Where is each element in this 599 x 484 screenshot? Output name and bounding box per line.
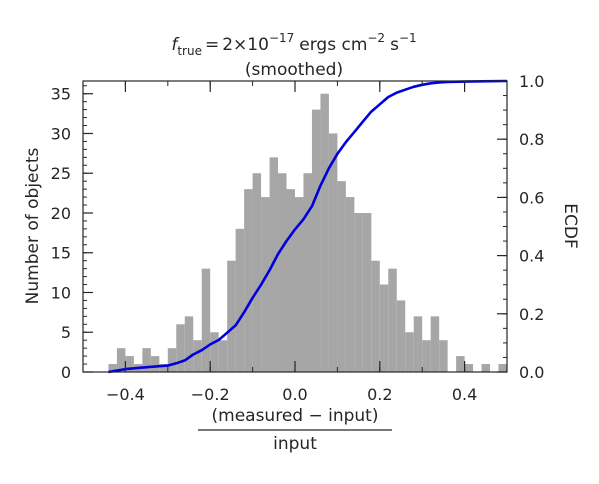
x-tick-label: 0.2 <box>367 385 392 404</box>
histogram-bar <box>159 364 168 372</box>
histogram-bar <box>278 173 287 372</box>
y2-tick-label: 1.0 <box>519 72 544 91</box>
histogram-bar <box>362 212 372 372</box>
histogram-bar <box>227 260 236 372</box>
y-tick-label: 10 <box>51 283 71 302</box>
histogram-bar <box>396 300 406 372</box>
histogram-bar <box>201 268 211 372</box>
y2-tick-label: 0.4 <box>519 247 544 266</box>
y-tick-label: 25 <box>51 164 71 183</box>
y2-axis-ticks: 0.0 0.2 0.4 0.6 0.8 1.0 <box>497 72 544 382</box>
histogram-bar <box>184 316 194 372</box>
y-axis-ticks: 0 5 10 15 20 25 30 35 <box>51 85 93 382</box>
x-axis-label-denominator: input <box>273 434 317 454</box>
histogram-bar <box>193 340 202 372</box>
histogram-bar <box>498 364 507 372</box>
x-tick-label: −0.2 <box>191 385 230 404</box>
y-tick-label: 15 <box>51 244 71 263</box>
histogram-bar <box>252 173 262 372</box>
y-tick-label: 0 <box>61 363 71 382</box>
y-tick-label: 35 <box>51 85 71 104</box>
histogram-bar <box>328 133 338 372</box>
histogram-bar <box>345 197 355 372</box>
histogram-bar <box>244 189 253 372</box>
y2-tick-label: 0.8 <box>519 130 544 149</box>
y2-tick-label: 0.6 <box>519 188 544 207</box>
y2-tick-label: 0.2 <box>519 305 544 324</box>
histogram-bar <box>354 212 363 372</box>
y-axis-label: Number of objects <box>23 147 43 304</box>
histogram-bar <box>456 356 465 372</box>
histogram-bar <box>439 340 448 372</box>
histogram-bar <box>261 197 270 372</box>
y-tick-label: 30 <box>51 124 71 143</box>
chart-subtitle: (smoothed) <box>245 60 343 80</box>
histogram-bar <box>405 332 414 372</box>
histogram-bar <box>413 316 423 372</box>
y2-axis-label: ECDF <box>560 203 580 248</box>
ecdf-line <box>108 79 508 374</box>
x-axis-ticks: −0.4 −0.2 0.0 0.2 0.4 <box>82 81 508 404</box>
histogram-bar <box>218 340 228 372</box>
histogram-bar <box>150 356 160 372</box>
y-tick-label: 5 <box>61 323 71 342</box>
histogram-bar <box>167 348 177 372</box>
y2-tick-label: 0.0 <box>519 363 544 382</box>
histogram-bar <box>142 348 151 372</box>
y-tick-label: 20 <box>51 204 71 223</box>
histogram-bar <box>210 332 219 372</box>
histogram-bar <box>379 284 389 372</box>
histogram-bar <box>116 348 126 372</box>
histogram-bar <box>464 364 474 372</box>
histogram-bar <box>422 340 431 372</box>
histogram-bars <box>108 93 507 372</box>
x-tick-label: 0.4 <box>452 385 477 404</box>
histogram-bar <box>286 189 295 372</box>
histogram-bar <box>320 93 329 372</box>
x-axis-label-numerator: (measured − input) <box>212 406 379 426</box>
histogram-bar <box>176 324 185 372</box>
histogram-bar <box>371 260 380 372</box>
histogram-bar <box>108 364 117 372</box>
x-tick-label: 0.0 <box>282 385 307 404</box>
histogram-bar <box>303 173 312 372</box>
x-tick-label: −0.4 <box>106 385 145 404</box>
chart-title: ftrue = 2×10−17 ergs cm−2 s−1 <box>171 31 416 58</box>
histogram-bar <box>235 228 245 372</box>
histogram-bar <box>125 356 134 372</box>
histogram-bar <box>481 364 491 372</box>
histogram-bar <box>430 316 440 372</box>
histogram-bar <box>337 181 346 372</box>
histogram-bar <box>295 197 304 372</box>
histogram-bar <box>388 268 397 372</box>
histogram-bar <box>311 109 321 372</box>
ecdf-series <box>108 79 508 374</box>
